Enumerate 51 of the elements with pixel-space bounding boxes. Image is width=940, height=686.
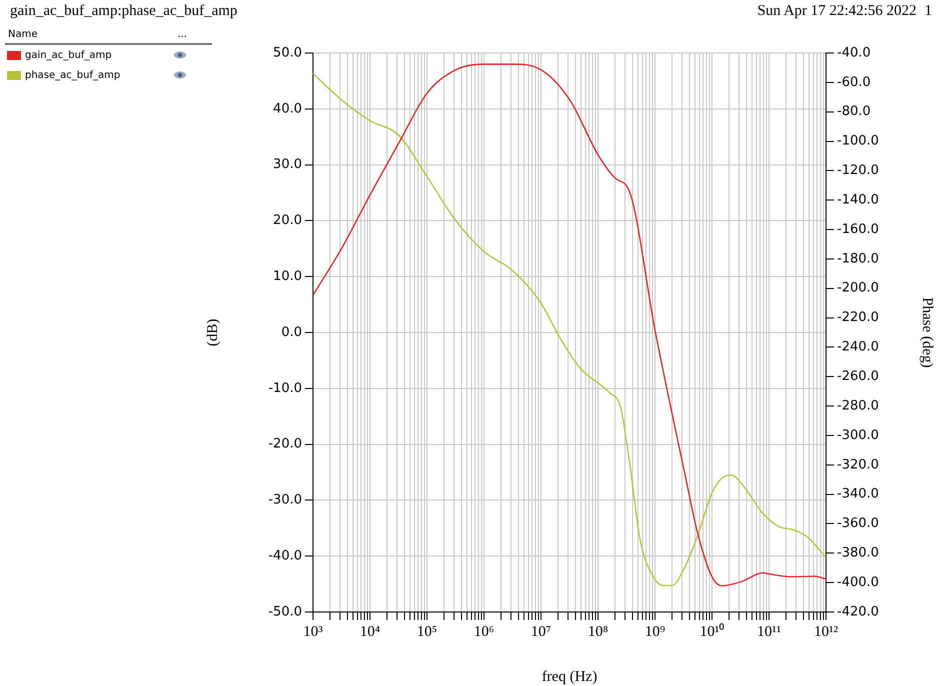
y-tick-label: 30.0 (273, 157, 302, 172)
y2-tick-label: -100.0 (837, 134, 879, 149)
y2-tick-label: -300.0 (837, 428, 879, 443)
y2-tick-label: -180.0 (837, 251, 879, 266)
x-tick-label: 10¹⁰ (700, 622, 724, 640)
y-tick-label: -10.0 (268, 380, 302, 396)
legend-label: phase_ac_buf_amp (25, 70, 122, 80)
y2-tick-label: -60.0 (837, 74, 871, 90)
x-tick-label: 10⁴ (360, 624, 380, 640)
y-tick-label: 20.0 (273, 213, 302, 228)
y2-tick-label: -240.0 (837, 340, 879, 355)
text: ... (177, 29, 187, 40)
x-tick-label: 10⁵ (416, 624, 438, 640)
x-tick-label: 10⁹ (644, 624, 666, 640)
text: 1 (924, 3, 932, 19)
y-tick-label: -20.0 (268, 436, 302, 452)
y2-tick-label: -380.0 (837, 546, 879, 561)
y-tick-label: -30.0 (268, 492, 302, 508)
y-tick-label: 10.0 (273, 268, 302, 284)
x-axis-title: freq (Hz) (542, 668, 598, 685)
x-tick-label: 10¹¹ (757, 624, 781, 640)
y2-tick-label: -80.0 (837, 104, 871, 120)
y-tick-label: 50.0 (273, 45, 302, 60)
y-tick-label: -40.0 (268, 548, 302, 564)
x-tick-label: 10⁸ (588, 624, 608, 640)
y2-tick-label: -280.0 (837, 398, 879, 414)
y-tick-label: 40.0 (273, 101, 302, 116)
y2-tick-label: -140.0 (837, 192, 879, 208)
y2-tick-label: -200.0 (837, 280, 879, 296)
y2-tick-label: -400.0 (837, 574, 879, 590)
y2-tick-label: -420.0 (837, 604, 879, 620)
y-tick-label: 0.0 (281, 324, 302, 340)
y2-tick-label: -340.0 (837, 486, 879, 502)
legend-label: gain_ac_buf_amp (25, 50, 113, 60)
y2-tick-label: -260.0 (837, 369, 879, 384)
y-tick-label: -50.0 (268, 604, 302, 620)
legend-title: Name (8, 29, 38, 40)
y2-axis-title: Phase (deg) (919, 297, 936, 368)
text: gain_ac_buf_amp:phase_ac_buf_amp (10, 3, 238, 20)
y2-tick-label: -160.0 (837, 222, 879, 237)
y2-tick-label: -360.0 (837, 516, 879, 532)
y-axis-title: (dB) (204, 318, 221, 346)
y2-tick-label: -120.0 (837, 163, 879, 178)
x-tick-label: 10³ (303, 624, 324, 640)
x-tick-label: 10⁶ (474, 624, 494, 640)
y2-tick-label: -220.0 (837, 310, 879, 326)
text: Sun Apr 17 22:42:56 2022 (757, 3, 916, 19)
y2-tick-label: -40.0 (837, 45, 871, 60)
y2-tick-label: -320.0 (837, 457, 879, 472)
x-tick-label: 10⁷ (530, 624, 552, 640)
x-tick-label: 10¹² (814, 624, 838, 640)
